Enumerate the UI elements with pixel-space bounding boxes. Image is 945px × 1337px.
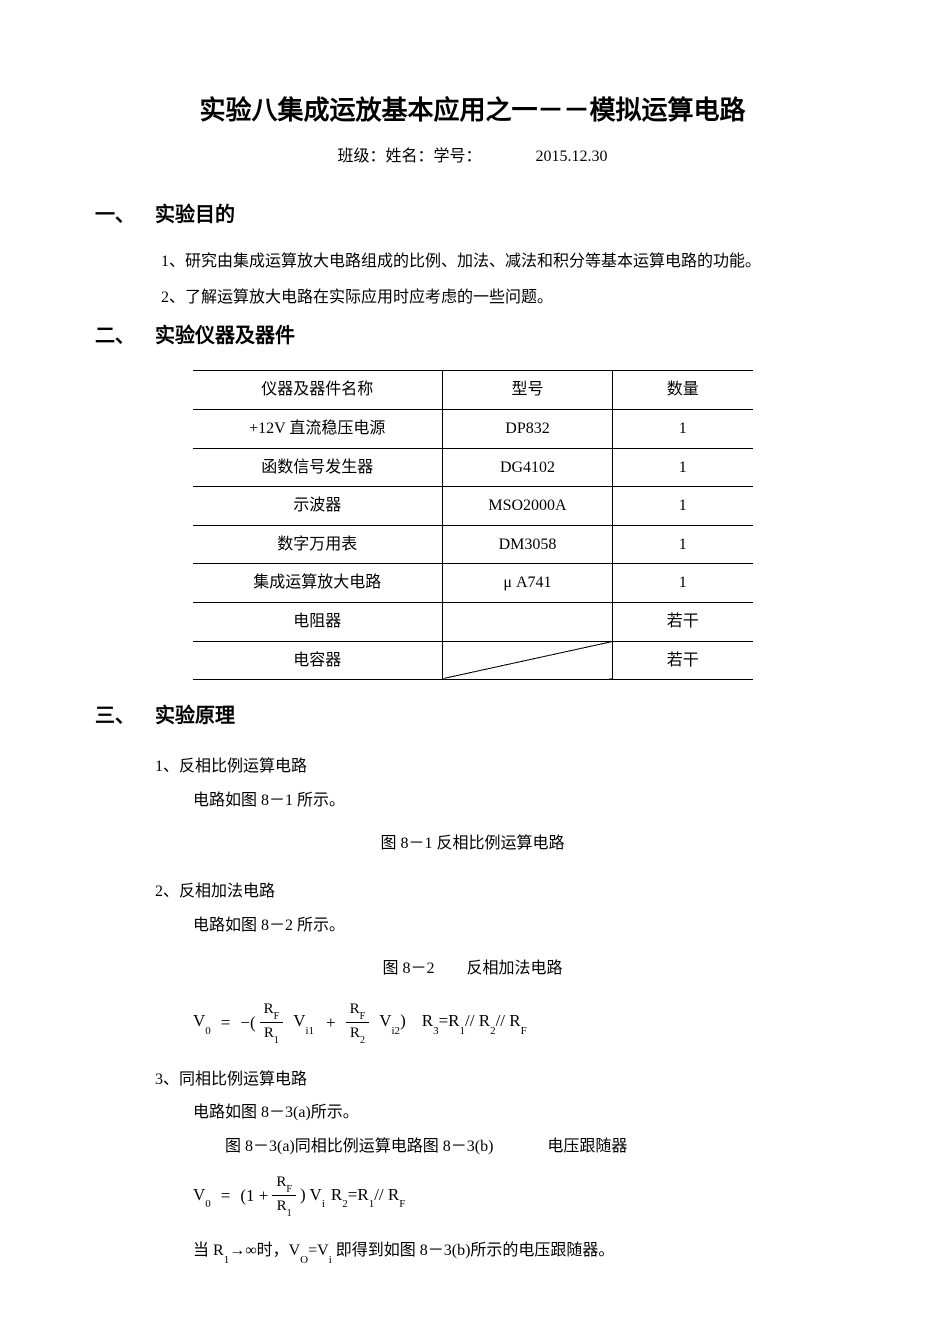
table-cell: +12V 直流稳压电源 bbox=[193, 409, 443, 448]
table-cell: DP832 bbox=[443, 409, 613, 448]
table-cell: 1 bbox=[613, 525, 753, 564]
principle-item-2-text: 电路如图 8－2 所示。 bbox=[193, 913, 850, 939]
table-cell: 集成运算放大电路 bbox=[193, 564, 443, 603]
purpose-item-1: 1、研究由集成运算放大电路组成的比例、加法、减法和积分等基本运算电路的功能。 bbox=[161, 249, 850, 275]
table-cell: 电容器 bbox=[193, 641, 443, 680]
section-1-title: 实验目的 bbox=[155, 199, 235, 231]
figure-8-3-caption: 图 8－3(a)同相比例运算电路图 8－3(b) 电压跟随器 bbox=[225, 1134, 850, 1160]
purpose-item-2: 2、了解运算放大电路在实际应用时应考虑的一些问题。 bbox=[161, 285, 850, 311]
figure-8-1-caption: 图 8－1 反相比例运算电路 bbox=[95, 831, 850, 857]
section-2-title: 实验仪器及器件 bbox=[155, 320, 295, 352]
table-cell: 1 bbox=[613, 448, 753, 487]
section-1-num: 一、 bbox=[95, 199, 155, 231]
table-cell: 数字万用表 bbox=[193, 525, 443, 564]
col-header-model: 型号 bbox=[443, 371, 613, 410]
principle-item-3-label: 3、同相比例运算电路 bbox=[155, 1067, 850, 1093]
formula-3-extra: R2=R1// RF bbox=[331, 1181, 405, 1211]
table-row: 电容器 若干 bbox=[193, 641, 753, 680]
table-cell: DG4102 bbox=[443, 448, 613, 487]
table-row: 电阻器 若干 bbox=[193, 602, 753, 641]
table-cell: 电阻器 bbox=[193, 602, 443, 641]
table-cell: 函数信号发生器 bbox=[193, 448, 443, 487]
document-title: 实验八集成运放基本应用之一－－模拟运算电路 bbox=[95, 90, 850, 132]
table-row: 函数信号发生器DG41021 bbox=[193, 448, 753, 487]
figure-8-2-caption: 图 8－2 反相加法电路 bbox=[95, 956, 850, 982]
table-cell: MSO2000A bbox=[443, 487, 613, 526]
document-date: 2015.12.30 bbox=[536, 148, 608, 165]
table-cell bbox=[443, 641, 613, 680]
section-3-title: 实验原理 bbox=[155, 700, 235, 732]
subtitle-fields: 班级：姓名：学号： bbox=[337, 148, 481, 165]
principle-item-1-text: 电路如图 8－1 所示。 bbox=[193, 788, 850, 814]
figure-8-3b-caption: 电压跟随器 bbox=[547, 1138, 627, 1155]
table-cell: 若干 bbox=[613, 641, 753, 680]
table-row: 数字万用表DM30581 bbox=[193, 525, 753, 564]
table-row: 示波器MSO2000A1 bbox=[193, 487, 753, 526]
table-cell: 1 bbox=[613, 564, 753, 603]
principle-closing-text: 当 R1→∞时，VO=Vi 即得到如图 8－3(b)所示的电压跟随器。 bbox=[193, 1238, 850, 1266]
section-3-num: 三、 bbox=[95, 700, 155, 732]
table-cell: 1 bbox=[613, 409, 753, 448]
table-header-row: 仪器及器件名称 型号 数量 bbox=[193, 371, 753, 410]
formula-2-extra: R3=R1// R2// RF bbox=[422, 1007, 527, 1037]
table-cell: 若干 bbox=[613, 602, 753, 641]
table-cell bbox=[443, 602, 613, 641]
section-2-heading: 二、 实验仪器及器件 bbox=[95, 320, 850, 352]
table-row: +12V 直流稳压电源DP8321 bbox=[193, 409, 753, 448]
principle-item-2-label: 2、反相加法电路 bbox=[155, 879, 850, 905]
col-header-qty: 数量 bbox=[613, 371, 753, 410]
section-3-heading: 三、 实验原理 bbox=[95, 700, 850, 732]
principle-item-1-label: 1、反相比例运算电路 bbox=[155, 754, 850, 780]
table-cell: 1 bbox=[613, 487, 753, 526]
table-row: 集成运算放大电路μ A7411 bbox=[193, 564, 753, 603]
col-header-name: 仪器及器件名称 bbox=[193, 371, 443, 410]
principle-item-3-text: 电路如图 8－3(a)所示。 bbox=[193, 1100, 850, 1126]
document-subtitle: 班级：姓名：学号： 2015.12.30 bbox=[95, 144, 850, 170]
table-cell: DM3058 bbox=[443, 525, 613, 564]
table-cell: μ A741 bbox=[443, 564, 613, 603]
table-cell: 示波器 bbox=[193, 487, 443, 526]
section-2-num: 二、 bbox=[95, 320, 155, 352]
formula-noninverting: V0 = (1 + RF R1 ) Vi R2=R1// RF bbox=[193, 1173, 850, 1218]
formula-inverting-adder: V0 = −( RF R1 Vi1 + RF R2 Vi2) R3=R1// R… bbox=[193, 1000, 850, 1045]
section-1-heading: 一、 实验目的 bbox=[95, 199, 850, 231]
figure-8-3a-caption: 图 8－3(a)同相比例运算电路图 8－3(b) bbox=[225, 1138, 493, 1155]
equipment-table: 仪器及器件名称 型号 数量 +12V 直流稳压电源DP8321函数信号发生器DG… bbox=[193, 370, 753, 680]
